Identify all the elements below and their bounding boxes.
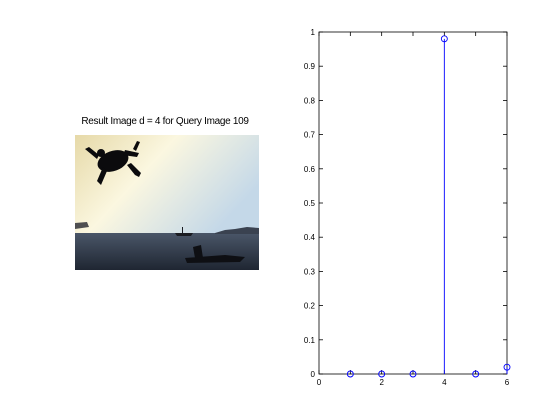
photo-diver [85,141,141,185]
x-tick-label: 6 [505,378,510,387]
x-tick-label: 4 [442,378,447,387]
y-tick-label: 1 [311,28,316,37]
y-tick-label: 0.3 [304,267,316,276]
y-tick-label: 0.7 [304,131,316,140]
photo-sky [75,135,259,235]
y-tick-label: 0.4 [304,233,316,242]
x-tick-label: 2 [379,378,384,387]
photo-boat [175,227,193,236]
y-tick-label: 0.9 [304,62,316,71]
photo-sea [75,233,259,270]
photo-rocks-left [75,222,89,229]
stem-marker [346,370,354,378]
y-tick-label: 0.5 [304,199,316,208]
stem-marker [409,370,417,378]
stem-marker [503,363,511,371]
y-tick-label: 0.8 [304,96,316,105]
stem-marker [378,370,386,378]
diver-silhouette-photo [75,135,259,270]
y-tick-label: 0 [311,370,316,379]
result-image [75,135,259,270]
photo-foreground-boat [185,245,245,263]
x-tick-label: 0 [317,378,322,387]
stem-marker [472,370,480,378]
subplot-title: Result Image d = 4 for Query Image 109 [81,116,249,127]
y-tick-label: 0.2 [304,302,316,311]
stem-marker [440,35,448,43]
y-ticks: 0 0.1 0.2 0.3 0.4 0.5 0.6 0.7 0.8 0.9 1 [304,28,507,379]
y-tick-label: 0.1 [304,336,316,345]
axes-box [318,31,508,375]
photo-horizon-hills [215,227,259,234]
stem-series [346,35,511,378]
y-tick-label: 0.6 [304,165,316,174]
